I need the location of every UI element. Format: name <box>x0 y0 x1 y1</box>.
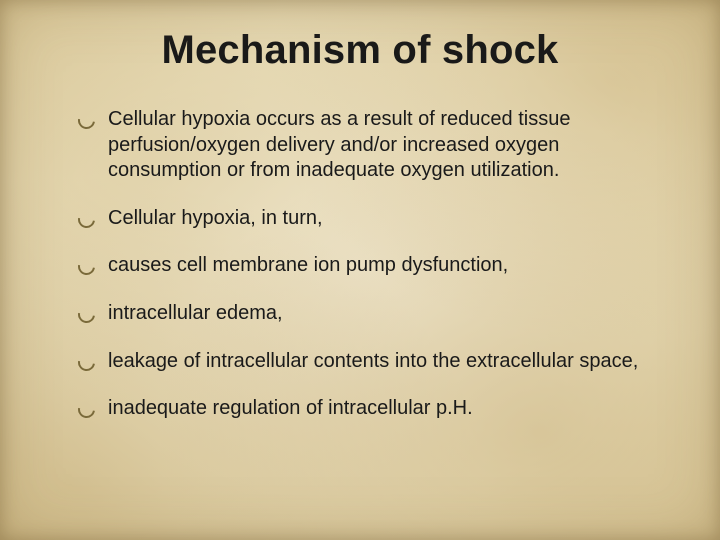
bullet-list: Cellular hypoxia occurs as a result of r… <box>60 107 660 422</box>
slide-title: Mechanism of shock <box>60 28 660 73</box>
bullet-text: inadequate regulation of intracellular p… <box>108 397 473 419</box>
list-item: intracellular edema, <box>108 301 660 327</box>
list-item: Cellular hypoxia, in turn, <box>108 206 660 232</box>
bullet-text: leakage of intracellular contents into t… <box>108 350 638 372</box>
list-item: causes cell membrane ion pump dysfunctio… <box>108 253 660 279</box>
bullet-text: Cellular hypoxia occurs as a result of r… <box>108 108 570 181</box>
list-item: Cellular hypoxia occurs as a result of r… <box>108 107 660 184</box>
slide: Mechanism of shock Cellular hypoxia occu… <box>0 0 720 540</box>
bullet-text: intracellular edema, <box>108 302 283 324</box>
bullet-text: Cellular hypoxia, in turn, <box>108 207 323 229</box>
bullet-text: causes cell membrane ion pump dysfunctio… <box>108 254 508 276</box>
list-item: inadequate regulation of intracellular p… <box>108 396 660 422</box>
list-item: leakage of intracellular contents into t… <box>108 349 660 375</box>
